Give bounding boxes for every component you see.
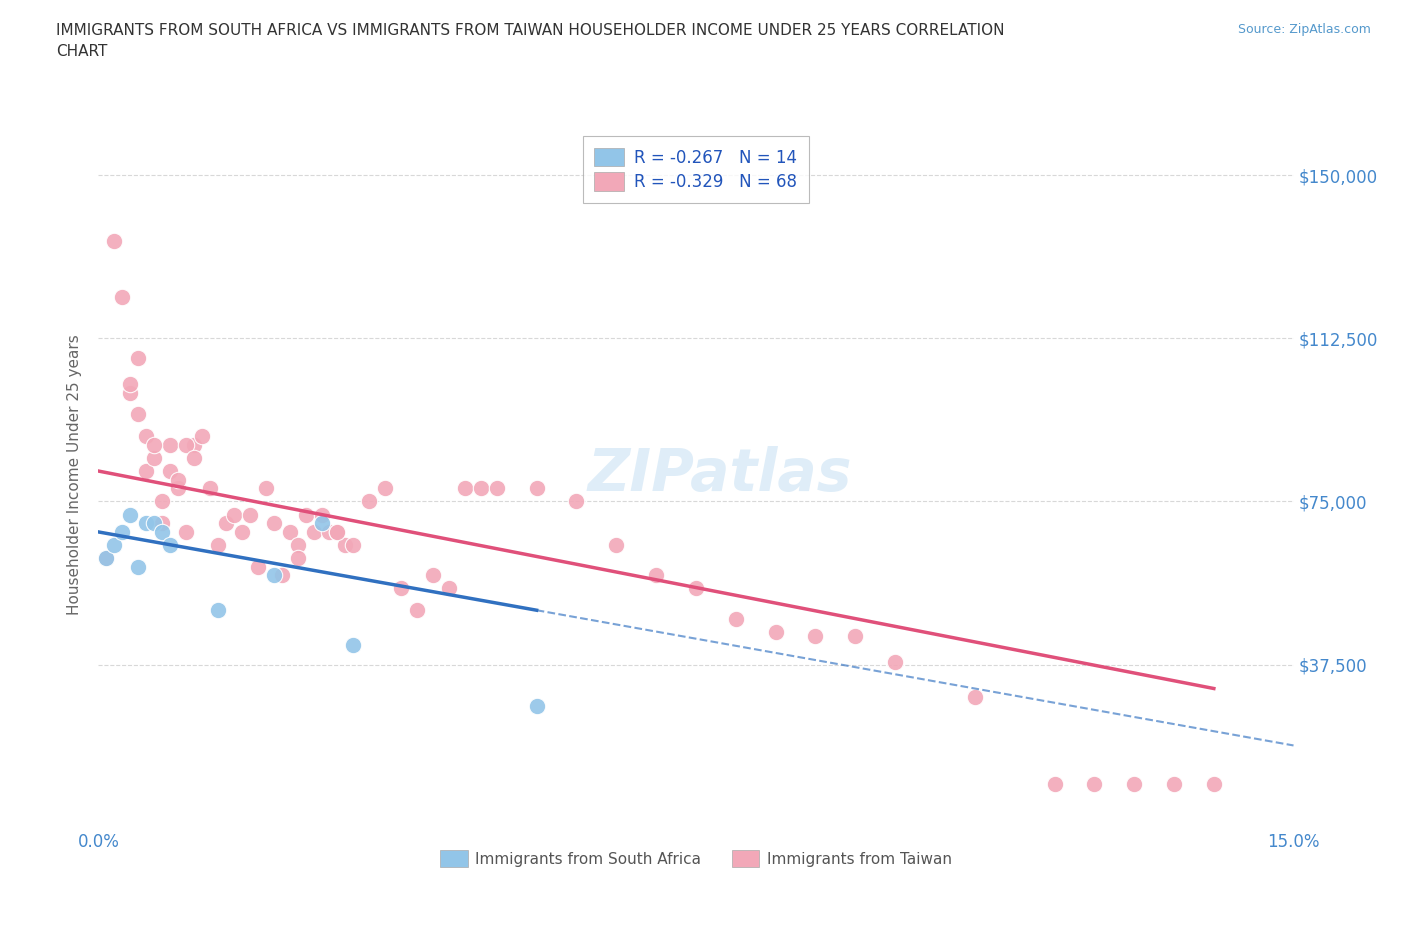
Point (804, 629, 827, 644)
Point (127, 407, 149, 422)
Point (127, 559, 149, 574)
Point (342, 538, 364, 552)
Point (191, 429, 214, 444)
Point (174, 525, 197, 539)
Point (150, 494, 173, 509)
Point (215, 516, 238, 531)
Point (120, 377, 142, 392)
Point (359, 494, 381, 509)
Point (287, 538, 309, 552)
Point (287, 551, 309, 565)
Point (143, 450, 166, 465)
Point (294, 507, 316, 522)
Point (120, 507, 142, 522)
Point (207, 538, 229, 552)
Point (311, 507, 333, 522)
Point (1163, 777, 1185, 791)
Legend: Immigrants from South Africa, Immigrants from Taiwan: Immigrants from South Africa, Immigrants… (434, 844, 957, 873)
Point (263, 568, 285, 583)
Point (111, 525, 134, 539)
Point (326, 525, 349, 539)
Point (222, 507, 245, 522)
Point (454, 481, 477, 496)
Text: ZIPatlas: ZIPatlas (588, 445, 852, 503)
Point (565, 494, 588, 509)
Point (844, 629, 866, 644)
Point (159, 538, 181, 552)
Point (120, 385, 142, 400)
Point (174, 437, 197, 452)
Point (645, 568, 668, 583)
Y-axis label: Householder Income Under 25 years: Householder Income Under 25 years (67, 334, 83, 615)
Point (127, 351, 149, 365)
Point (135, 463, 157, 478)
Point (318, 525, 340, 539)
Text: IMMIGRANTS FROM SOUTH AFRICA VS IMMIGRANTS FROM TAIWAN HOUSEHOLDER INCOME UNDER : IMMIGRANTS FROM SOUTH AFRICA VS IMMIGRAN… (56, 23, 1005, 60)
Point (239, 507, 262, 522)
Point (335, 538, 357, 552)
Point (183, 437, 205, 452)
Point (96, 551, 118, 565)
Point (167, 481, 190, 496)
Point (103, 233, 125, 248)
Point (278, 525, 301, 539)
Point (183, 450, 205, 465)
Point (246, 559, 269, 574)
Point (150, 525, 173, 539)
Point (231, 525, 253, 539)
Point (963, 690, 986, 705)
Point (406, 603, 429, 618)
Point (422, 568, 444, 583)
Point (326, 525, 349, 539)
Point (302, 525, 325, 539)
Point (207, 603, 229, 618)
Point (605, 538, 627, 552)
Point (270, 568, 292, 583)
Point (150, 516, 173, 531)
Point (96, 551, 118, 565)
Point (103, 538, 125, 552)
Point (526, 481, 548, 496)
Point (198, 481, 221, 496)
Point (1123, 777, 1146, 791)
Point (111, 289, 134, 304)
Point (526, 698, 548, 713)
Point (159, 463, 181, 478)
Point (724, 612, 747, 627)
Point (135, 429, 157, 444)
Point (685, 581, 707, 596)
Point (143, 437, 166, 452)
Point (765, 625, 787, 640)
Point (143, 516, 166, 531)
Point (254, 481, 277, 496)
Point (263, 516, 285, 531)
Point (167, 472, 190, 487)
Point (159, 437, 181, 452)
Point (437, 581, 460, 596)
Point (389, 581, 412, 596)
Point (1202, 777, 1225, 791)
Point (884, 655, 907, 670)
Point (470, 481, 492, 496)
Text: Source: ZipAtlas.com: Source: ZipAtlas.com (1237, 23, 1371, 36)
Point (1043, 777, 1066, 791)
Point (485, 481, 508, 496)
Point (374, 481, 396, 496)
Point (135, 516, 157, 531)
Point (342, 638, 364, 653)
Point (311, 516, 333, 531)
Point (1083, 777, 1105, 791)
